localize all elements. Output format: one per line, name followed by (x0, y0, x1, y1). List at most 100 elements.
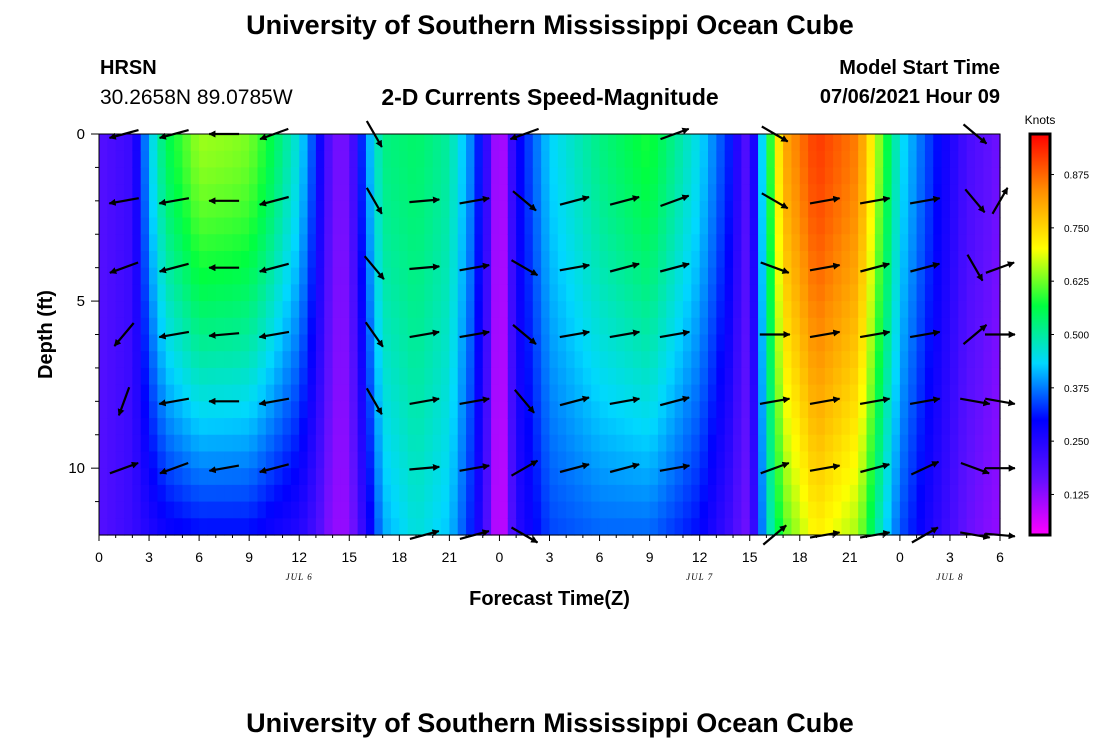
heatmap-cell (307, 518, 317, 536)
heatmap-cell (833, 184, 843, 202)
heatmap-cell (983, 518, 993, 536)
heatmap-cell (449, 150, 459, 169)
heatmap-cell (824, 501, 834, 519)
heatmap-cell (482, 234, 492, 252)
heatmap-cell (457, 267, 467, 285)
heatmap-cell (858, 418, 868, 436)
current-vector (962, 324, 988, 345)
heatmap-cell (657, 317, 667, 336)
heatmap-cell (491, 367, 501, 386)
heatmap-cell (891, 284, 901, 302)
heatmap-cell (249, 418, 259, 436)
heatmap-cell (833, 334, 843, 352)
heatmap-cell (349, 468, 359, 486)
heatmap-cell (724, 434, 734, 453)
heatmap-cell (532, 301, 542, 319)
heatmap-cell (332, 468, 342, 486)
heatmap-cell (182, 134, 192, 152)
heatmap-cell (974, 401, 984, 419)
heatmap-cell (399, 200, 409, 219)
heatmap-cell (833, 234, 843, 252)
heatmap-cell (232, 468, 242, 486)
heatmap-cell (416, 167, 425, 185)
heatmap-cell (699, 234, 709, 252)
heatmap-cell (758, 134, 767, 152)
heatmap-cell (115, 250, 125, 269)
heatmap-cell (883, 284, 893, 302)
heatmap-cell (390, 301, 400, 319)
heatmap-cell (290, 418, 300, 436)
heatmap-cell (958, 184, 968, 202)
heatmap-cell (140, 367, 150, 386)
heatmap-cell (224, 367, 234, 386)
heatmap-cell (974, 334, 984, 352)
heatmap-cell (574, 267, 584, 285)
heatmap-cell (791, 384, 801, 402)
heatmap-cell (758, 284, 767, 302)
heatmap-cell (182, 484, 192, 503)
heatmap-cell (566, 351, 576, 369)
heatmap-cell (724, 234, 734, 252)
heatmap-cell (249, 367, 259, 386)
heatmap-cell (174, 367, 184, 386)
heatmap-cell (207, 200, 217, 219)
heatmap-cell (407, 150, 417, 169)
heatmap-cell (974, 501, 984, 519)
heatmap-cell (349, 167, 359, 185)
heatmap-cell (624, 200, 634, 219)
heatmap-cell (174, 518, 184, 536)
heatmap-cell (107, 351, 117, 369)
heatmap-cell (124, 334, 133, 352)
heatmap-cell (149, 167, 158, 185)
heatmap-cell (315, 184, 325, 202)
heatmap-cell (190, 217, 200, 235)
heatmap-cell (199, 150, 209, 169)
heatmap-cell (983, 284, 993, 302)
heatmap-cell (240, 267, 250, 285)
heatmap-cell (416, 200, 425, 219)
heatmap-cell (557, 301, 567, 319)
heatmap-cell (274, 200, 284, 219)
heatmap-cell (582, 367, 592, 386)
heatmap-cell (99, 284, 108, 302)
heatmap-cell (174, 284, 184, 302)
heatmap-cell (816, 484, 826, 503)
heatmap-cell (99, 301, 108, 319)
heatmap-cell (365, 234, 375, 252)
heatmap-cell (390, 468, 400, 486)
heatmap-cell (724, 301, 734, 319)
y-axis-label: Depth (ft) (35, 290, 57, 379)
heatmap-cell (315, 401, 325, 419)
heatmap-cell (207, 418, 217, 436)
heatmap-cell (791, 418, 801, 436)
heatmap-cell (416, 150, 425, 169)
heatmap-cell (457, 518, 467, 536)
heatmap-cell (674, 518, 684, 536)
heatmap-cell (107, 317, 117, 336)
heatmap-cell (983, 351, 993, 369)
heatmap-cell (549, 518, 559, 536)
heatmap-cell (124, 484, 133, 503)
heatmap-cell (883, 317, 893, 336)
heatmap-cell (457, 418, 467, 436)
heatmap-cell (591, 468, 601, 486)
heatmap-cell (724, 150, 734, 169)
heatmap-cell (357, 434, 367, 453)
heatmap-cell (983, 484, 993, 503)
heatmap-cell (958, 401, 968, 419)
heatmap-cell (274, 501, 284, 519)
heatmap-cell (224, 484, 234, 503)
heatmap-cell (708, 317, 717, 336)
heatmap-cell (124, 200, 133, 219)
heatmap-cell (424, 200, 434, 219)
heatmap-cell (916, 384, 926, 402)
heatmap-cell (416, 468, 425, 486)
heatmap-cell (657, 301, 667, 319)
heatmap-cell (374, 317, 384, 336)
heatmap-cell (365, 501, 375, 519)
heatmap-cell (741, 284, 751, 302)
heatmap-cell (733, 200, 742, 219)
heatmap-cell (924, 367, 934, 386)
heatmap-cell (516, 518, 526, 536)
heatmap-cell (983, 401, 993, 419)
